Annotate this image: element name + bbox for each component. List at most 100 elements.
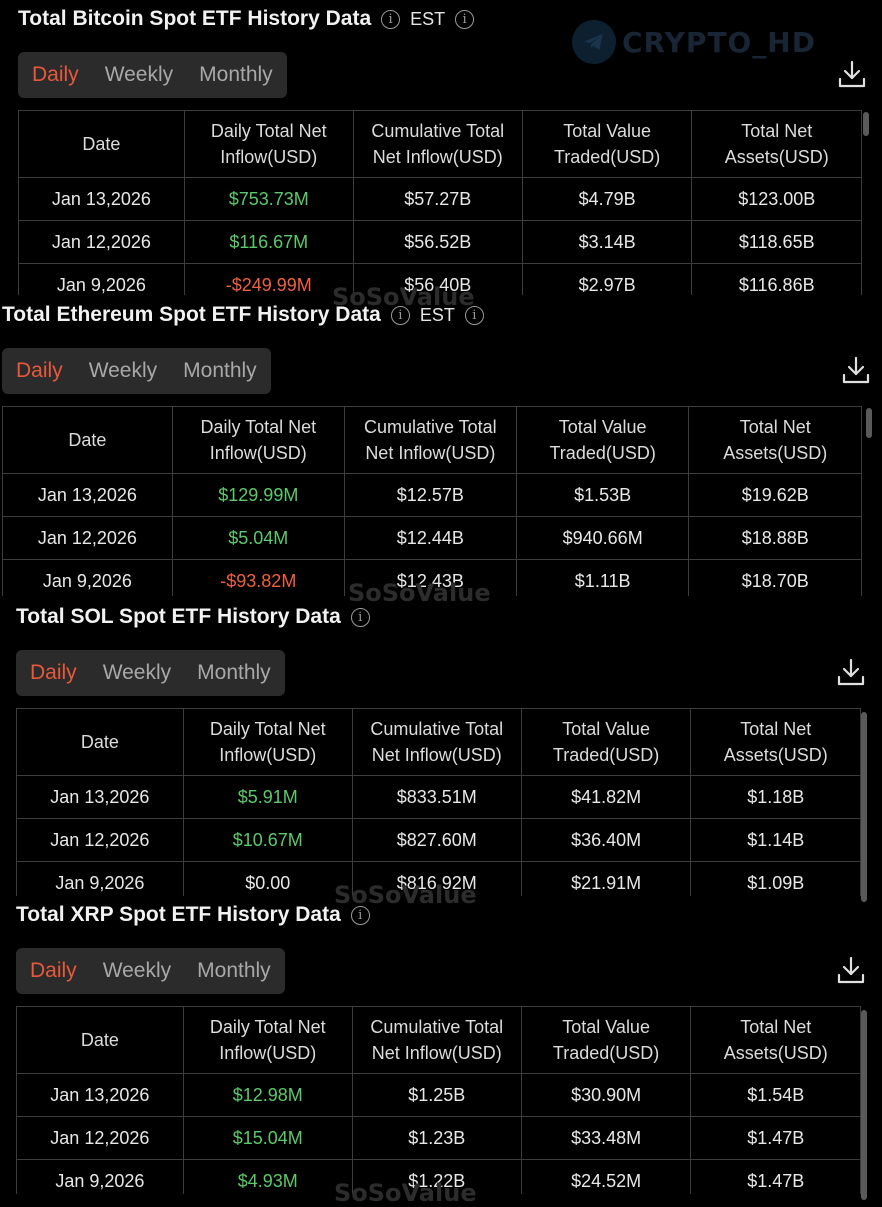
table-header-row: Date Daily Total Net Inflow(USD) Cumulative…	[16, 1006, 861, 1074]
table-scrollbar[interactable]	[861, 1010, 867, 1200]
section-title: Total XRP Spot ETF History Data	[16, 903, 341, 926]
value-traded-cell: $940.66M	[515, 516, 690, 560]
net-inflow-cell: $15.04M	[182, 1116, 353, 1160]
column-header-line2: Assets(USD)	[723, 745, 828, 765]
etf-section: Total XRP Spot ETF History Data i Daily Wee…	[0, 896, 882, 1207]
value-traded-cell: $41.82M	[520, 775, 692, 819]
tab-daily[interactable]: Daily	[32, 63, 79, 86]
net-inflow-cell: $0.00	[182, 861, 353, 896]
column-header-line2: Traded(USD)	[552, 1043, 660, 1063]
table-header-row: Date Daily Total Net Inflow(USD) Cumulative…	[18, 110, 862, 178]
column-header-line1: Total Value	[563, 121, 651, 141]
column-header: Daily Total Net Inflow(USD)	[171, 406, 345, 474]
table-scrollbar[interactable]	[863, 112, 869, 136]
cumulative-inflow-cell: $12.44B	[343, 516, 517, 560]
table-row: Jan 9,2026 $0.00 $816.92M $21.91M $1.09B	[16, 861, 861, 896]
value-traded-cell: $4.79B	[521, 177, 693, 221]
value-traded-cell: $2.97B	[521, 263, 693, 295]
column-header-line2: Net Inflow(USD)	[365, 443, 496, 463]
column-header-line1: Date	[82, 134, 121, 154]
info-icon[interactable]: i	[350, 905, 370, 925]
download-icon[interactable]	[836, 58, 868, 90]
tab-weekly[interactable]: Weekly	[102, 959, 172, 982]
date-cell: Jan 9,2026	[16, 861, 184, 896]
download-icon[interactable]	[835, 954, 867, 986]
column-header-line2: Assets(USD)	[724, 147, 829, 167]
etf-history-table: Date Daily Total Net Inflow(USD) Cumulative…	[16, 1006, 861, 1194]
info-icon[interactable]: i	[350, 607, 370, 627]
table-header-row: Date Daily Total Net Inflow(USD) Cumulative…	[16, 708, 861, 776]
column-header-line2: Traded(USD)	[549, 443, 656, 463]
tab-monthly[interactable]: Monthly	[199, 63, 273, 86]
info-icon[interactable]: i	[381, 9, 401, 29]
table-header-row: Date Daily Total Net Inflow(USD) Cumulative…	[2, 406, 862, 474]
tab-weekly[interactable]: Weekly	[104, 63, 174, 86]
column-header-line2: Assets(USD)	[723, 443, 828, 463]
cumulative-inflow-cell: $827.60M	[351, 818, 522, 862]
table-viewport: Date Daily Total Net Inflow(USD) Cumulative…	[2, 406, 864, 596]
table-row: Jan 12,2026 $116.67M $56.52B $3.14B $118.65B	[18, 220, 862, 264]
table-row: Jan 13,2026 $129.99M $12.57B $1.53B $19.62B	[2, 473, 862, 517]
info-icon[interactable]: i	[464, 305, 484, 325]
etf-history-table: Date Daily Total Net Inflow(USD) Cumulative…	[18, 110, 862, 295]
column-header-line1: Cumulative Total	[370, 719, 504, 739]
sosovalue-watermark: SoSoValue	[334, 1179, 477, 1207]
tab-daily[interactable]: Daily	[16, 359, 63, 382]
column-header: Daily Total Net Inflow(USD)	[182, 1006, 353, 1074]
tab-weekly[interactable]: Weekly	[88, 359, 158, 382]
net-inflow-cell: -$93.82M	[171, 559, 345, 596]
tab-monthly[interactable]: Monthly	[183, 359, 257, 382]
column-header: Date	[16, 1006, 184, 1074]
column-header: Date	[18, 110, 185, 178]
net-inflow-cell: $12.98M	[182, 1073, 353, 1117]
table-scrollbar[interactable]	[861, 712, 867, 902]
date-cell: Jan 13,2026	[16, 1073, 184, 1117]
date-cell: Jan 13,2026	[18, 177, 185, 221]
watermark-text: CRYPTO_HD	[622, 25, 816, 59]
column-header-line1: Daily Total Net	[210, 121, 327, 141]
date-cell: Jan 12,2026	[2, 516, 173, 560]
table-scrollbar[interactable]	[866, 408, 872, 438]
section-title: Total Bitcoin Spot ETF History Data	[18, 7, 372, 30]
column-header-line1: Date	[80, 1030, 119, 1050]
column-header-line1: Total Value	[562, 1017, 650, 1037]
period-tabs: Daily Weekly Monthly	[18, 52, 287, 98]
net-assets-cell: $18.70B	[688, 559, 862, 596]
info-icon[interactable]: i	[390, 305, 410, 325]
column-header: Total Net Assets(USD)	[690, 708, 861, 776]
period-tabs: Daily Weekly Monthly	[16, 650, 285, 696]
column-header-line2: Traded(USD)	[553, 147, 661, 167]
column-header: Cumulative Total Net Inflow(USD)	[351, 708, 522, 776]
net-assets-cell: $116.86B	[691, 263, 862, 295]
etf-history-table: Date Daily Total Net Inflow(USD) Cumulative…	[16, 708, 861, 896]
column-header-line1: Cumulative Total	[363, 417, 497, 437]
value-traded-cell: $1.11B	[515, 559, 690, 596]
net-inflow-cell: -$249.99M	[183, 263, 354, 295]
net-assets-cell: $123.00B	[691, 177, 862, 221]
table-viewport: Date Daily Total Net Inflow(USD) Cumulative…	[16, 708, 863, 896]
column-header: Daily Total Net Inflow(USD)	[182, 708, 353, 776]
tab-daily[interactable]: Daily	[30, 959, 77, 982]
net-assets-cell: $1.14B	[690, 818, 861, 862]
net-inflow-cell: $129.99M	[171, 473, 345, 517]
column-header: Total Net Assets(USD)	[691, 110, 862, 178]
tab-monthly[interactable]: Monthly	[197, 661, 271, 684]
tab-monthly[interactable]: Monthly	[197, 959, 271, 982]
column-header: Cumulative Total Net Inflow(USD)	[352, 110, 523, 178]
column-header-line1: Daily Total Net	[209, 1017, 326, 1037]
date-cell: Jan 13,2026	[16, 775, 184, 819]
column-header: Daily Total Net Inflow(USD)	[183, 110, 354, 178]
tab-weekly[interactable]: Weekly	[102, 661, 172, 684]
column-header-line2: Net Inflow(USD)	[371, 1043, 502, 1063]
download-icon[interactable]	[840, 354, 872, 386]
table-row: Jan 13,2026 $12.98M $1.25B $30.90M $1.54B	[16, 1073, 861, 1117]
column-header: Date	[16, 708, 184, 776]
download-icon[interactable]	[835, 656, 867, 688]
column-header-line1: Total Value	[558, 417, 647, 437]
tab-daily[interactable]: Daily	[30, 661, 77, 684]
table-row: Jan 13,2026 $5.91M $833.51M $41.82M $1.18B	[16, 775, 861, 819]
info-icon[interactable]: i	[455, 9, 475, 29]
net-assets-cell: $1.18B	[690, 775, 861, 819]
table-row: Jan 13,2026 $753.73M $57.27B $4.79B $123.00B	[18, 177, 862, 221]
net-assets-cell: $1.54B	[690, 1073, 861, 1117]
